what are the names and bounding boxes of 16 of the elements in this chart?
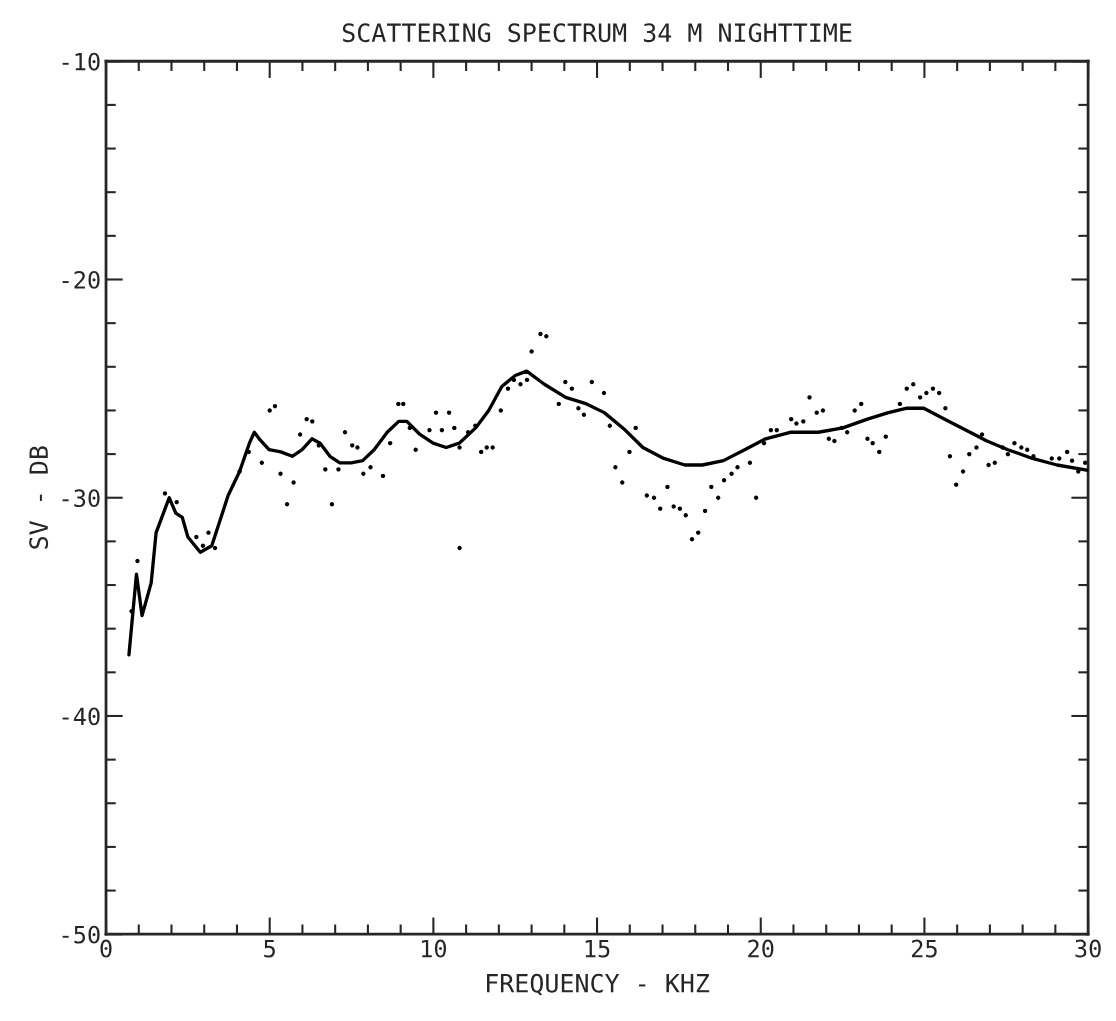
y-axis-title: SV - DB bbox=[29, 446, 49, 549]
line-series bbox=[127, 369, 1089, 657]
y-tick-label: -20 bbox=[62, 271, 100, 289]
y-tick-label: -50 bbox=[62, 925, 100, 944]
x-tick-label: 0 bbox=[100, 939, 112, 958]
x-tick-label: 30 bbox=[1075, 939, 1101, 958]
x-tick-label: 5 bbox=[264, 939, 275, 958]
x-axis-title: FREQUENCY - KHZ bbox=[487, 973, 710, 996]
y-tick-label: -10 bbox=[62, 52, 100, 71]
x-tick-label: 20 bbox=[748, 939, 774, 958]
x-tick-label: 25 bbox=[911, 939, 937, 958]
x-tick-label: 15 bbox=[585, 939, 610, 958]
x-tick-label: 10 bbox=[422, 939, 447, 958]
y-tick-label: -30 bbox=[62, 489, 100, 508]
y-tick-label: -40 bbox=[62, 707, 100, 726]
chart-title: SCATTERING SPECTRUM 34 M NIGHTTIME bbox=[342, 23, 852, 43]
